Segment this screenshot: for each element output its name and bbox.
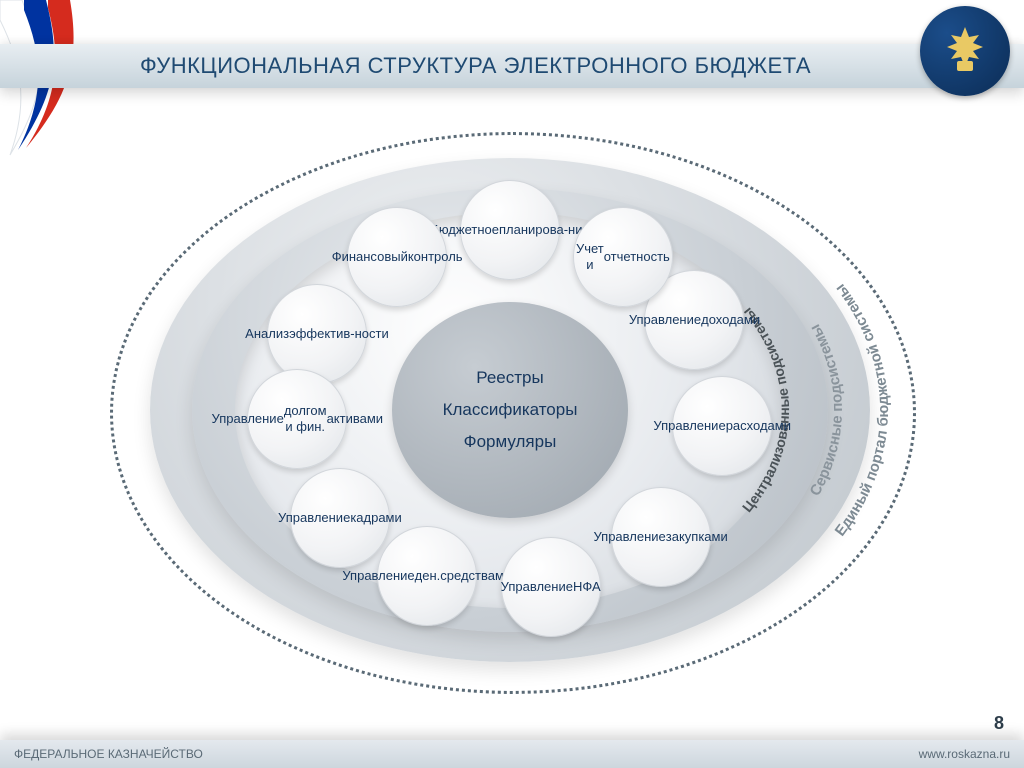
footer-left: ФЕДЕРАЛЬНОЕ КАЗНАЧЕЙСТВО <box>14 747 203 761</box>
page-number: 8 <box>994 713 1004 734</box>
diagram-node: Управлениезакупками <box>611 487 711 587</box>
center-line-0: Реестры <box>476 362 543 394</box>
page-title: ФУНКЦИОНАЛЬНАЯ СТРУКТУРА ЭЛЕКТРОННОГО БЮ… <box>140 53 811 79</box>
header-band: ФУНКЦИОНАЛЬНАЯ СТРУКТУРА ЭЛЕКТРОННОГО БЮ… <box>0 44 1024 88</box>
diagram-node: УправлениеНФА <box>501 537 601 637</box>
diagram-node: Управлениерасходами <box>672 376 772 476</box>
center-line-1: Классификаторы <box>443 394 578 426</box>
footer-bar: ФЕДЕРАЛЬНОЕ КАЗНАЧЕЙСТВО www.roskazna.ru <box>0 740 1024 768</box>
diagram-node: Управлениекадрами <box>290 468 390 568</box>
footer-right: www.roskazna.ru <box>919 747 1010 761</box>
diagram-node: Учет иотчетность <box>573 207 673 307</box>
diagram-node: Управлениедолгом и фин.активами <box>247 369 347 469</box>
diagram-node: Управлениеден.средствами <box>377 526 477 626</box>
center-disc: Реестры Классификаторы Формуляры <box>392 302 628 518</box>
center-line-2: Формуляры <box>464 426 557 458</box>
emblem-badge <box>920 6 1010 96</box>
diagram-stage: Реестры Классификаторы Формуляры Единый … <box>80 110 940 710</box>
diagram-node: Анализэффектив-ности <box>267 284 367 384</box>
diagram-node: Финансовыйконтроль <box>347 207 447 307</box>
diagram-node: Бюджетноепланирова-ние <box>460 180 560 280</box>
